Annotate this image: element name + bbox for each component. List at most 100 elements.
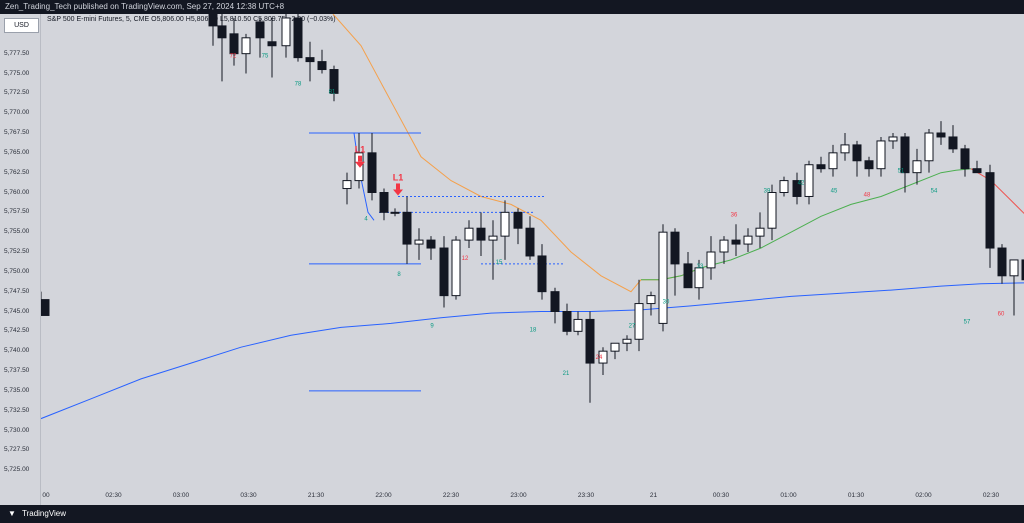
candle-body [852, 144, 862, 162]
candle-body [936, 132, 946, 138]
candle-body [281, 17, 291, 47]
candle-body [779, 180, 789, 194]
candle-body [414, 239, 424, 245]
candle-body [1009, 259, 1019, 277]
candle-body [694, 267, 704, 289]
candle-body [828, 152, 838, 170]
candle-body [755, 227, 765, 237]
time-tick-label: 00:30 [712, 492, 730, 499]
bar-count-label: 75 [262, 54, 269, 60]
candle-body [476, 227, 486, 241]
top-bar: Zen_Trading_Tech published on TradingVie… [0, 0, 1024, 14]
candle-body [960, 148, 970, 170]
bar-count-label: 12 [462, 256, 469, 262]
bar-count-label: 27 [629, 323, 636, 329]
price-tick-label: 5,745.00 [4, 307, 30, 315]
price-chart[interactable]: 72 75788148912151821242730333639424548515… [41, 14, 1024, 490]
time-tick-label: 22:30 [442, 492, 460, 499]
candle-body [670, 231, 680, 265]
candle-body [816, 164, 826, 170]
bar-count-label: 8 [397, 272, 401, 278]
footer-bar: ▼ TradingView [0, 505, 1024, 523]
price-tick-label: 5,777.50 [4, 49, 30, 57]
candle-body [426, 239, 436, 249]
candle-body [585, 318, 595, 364]
bar-count-label: 18 [530, 327, 537, 333]
time-tick-label: 02:30 [982, 492, 1000, 499]
time-tick-label: 21:30 [307, 492, 325, 499]
bar-count-label: 54 [931, 189, 938, 195]
time-axis[interactable]: 00 02:30 03:00 03:30 21:30 22:00 22:30 23:00 23:… [41, 490, 1024, 505]
time-tick-label: 02:30 [105, 492, 122, 499]
candle-body [208, 14, 218, 27]
candle-body [997, 247, 1007, 277]
price-tick-label: 5,732.50 [4, 406, 30, 414]
candle-body [840, 144, 850, 154]
candle-body [241, 37, 251, 55]
candle-body [379, 192, 389, 213]
currency-badge[interactable]: USD [4, 18, 39, 33]
candle-body [948, 136, 958, 150]
bar-count-label: 39 [764, 189, 771, 195]
candle-body [464, 227, 474, 241]
price-tick-label: 5,757.50 [4, 208, 30, 216]
candle-body [743, 235, 753, 245]
candle-body [342, 180, 352, 190]
candle-body [367, 152, 377, 193]
price-tick-label: 5,770.00 [4, 109, 30, 117]
candle-body [706, 251, 716, 269]
candle-body [439, 247, 449, 297]
candle-body [634, 303, 644, 340]
candle-body [500, 211, 510, 237]
time-tick-label: 03:00 [172, 492, 190, 499]
bar-count-label: 51 [898, 169, 905, 175]
bar-count-label: 60 [998, 311, 1005, 317]
candle-body [562, 311, 572, 332]
time-tick-label: 01:30 [847, 492, 865, 499]
candle-body [41, 299, 50, 316]
bar-count-label: 33 [697, 264, 704, 270]
signal-label: L1 [393, 172, 404, 182]
bar-count-label: 36 [731, 212, 738, 218]
candle-body [804, 164, 814, 197]
price-tick-label: 5,767.50 [4, 129, 30, 136]
time-tick-label: 21 [649, 492, 658, 499]
candle-body [610, 342, 620, 352]
candle-body [646, 295, 656, 305]
candle-body [267, 41, 277, 47]
price-tick-label: 5,730.00 [4, 426, 30, 434]
candle-body [390, 211, 400, 214]
price-tick-label: 5,775.00 [4, 69, 30, 77]
price-tick-label: 5,735.00 [4, 386, 30, 394]
candle-body [537, 255, 547, 293]
price-tick-label: 5,750.00 [4, 267, 30, 275]
bar-count-label: 15 [496, 260, 503, 266]
bar-count-label: 78 [295, 81, 302, 87]
price-tick-label: 5,742.50 [4, 327, 30, 335]
candle-body [731, 239, 741, 245]
candle-body [912, 160, 922, 174]
bar-count-label: 42 [798, 181, 805, 187]
signal-arrow-icon [358, 155, 362, 162]
candle-body [573, 318, 583, 332]
candle-body [293, 17, 303, 59]
chart-frame [0, 14, 1024, 505]
candle-body [888, 136, 898, 142]
candle-body [985, 172, 995, 249]
time-tick-label: 02:00 [915, 492, 932, 499]
moving-average-orange [332, 14, 702, 293]
price-tick-label: 5,737.50 [4, 367, 30, 374]
tradingview-logo-icon: ▼ [8, 509, 16, 518]
bar-count-label: 57 [964, 319, 971, 325]
bar-count-label: 4 [364, 216, 368, 222]
bar-count-label: 81 [329, 89, 336, 95]
candle-body [972, 168, 982, 174]
signal-arrow-head-icon [393, 189, 403, 196]
candle-body [229, 33, 239, 55]
candle-body [550, 291, 560, 312]
price-axis[interactable]: 5,777.50 5,775.00 5,772.50 5,770.00 5,767.50… [0, 14, 41, 505]
candle-body [900, 136, 910, 174]
time-tick-label: 03:30 [240, 492, 257, 499]
time-tick-label: 23:30 [577, 492, 595, 499]
candle-body [488, 235, 498, 241]
